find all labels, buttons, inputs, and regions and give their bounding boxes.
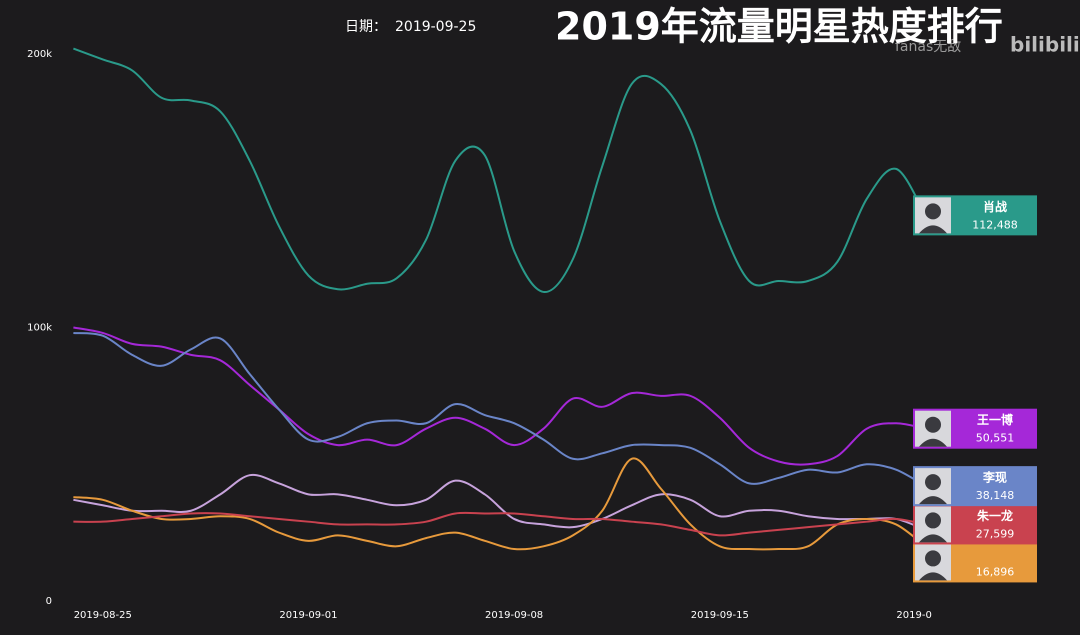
avatar-head [925, 512, 941, 529]
x-tick-label: 2019-09-01 [279, 610, 337, 621]
end-label: 朱一龙 27,599 [913, 504, 1037, 545]
current-value: 27,599 [976, 527, 1015, 540]
series-line [73, 331, 926, 488]
current-value: 38,148 [976, 489, 1015, 502]
series-line [73, 326, 926, 466]
avatar-head [925, 416, 941, 433]
avatar-body [919, 225, 947, 234]
avatar-head [925, 203, 941, 220]
series-line [73, 511, 926, 537]
end-label: 王一博 50,551 [913, 408, 1037, 449]
legend-name: 朱一龙 [977, 508, 1013, 523]
date: 2019-09-25 [395, 19, 476, 35]
avatar-head [925, 474, 941, 491]
x-tick-label: 2019-09-08 [485, 610, 543, 621]
avatar-body [919, 438, 947, 447]
avatar-body [919, 572, 947, 581]
series-line [73, 457, 927, 551]
date-label: 日期： [345, 19, 387, 35]
avatar-body [919, 534, 947, 543]
series-line [73, 47, 927, 293]
end-label: 李现 38,148 [913, 466, 1037, 507]
x-tick-label: 2019-09-15 [691, 610, 749, 621]
y-tick-label: 0 [46, 596, 52, 607]
legend-name: 肖战 [983, 199, 1007, 214]
end-label: 16,896 [913, 542, 1037, 583]
current-value: 112,488 [972, 218, 1018, 231]
chart-title: 2019年流量明星热度排行 [555, 5, 1003, 49]
legend-name: 李现 [982, 470, 1007, 485]
x-tick-label: 2019-09-22 [896, 610, 954, 621]
avatar-body [919, 496, 947, 505]
y-tick-label: 100k [27, 323, 52, 334]
x-axis: 2019-08-25 2019-09-01 2019-09-08 2019-09-15… [74, 610, 954, 621]
logo: bilibili [1010, 33, 1080, 57]
current-value: 50,551 [976, 432, 1015, 445]
current-value: 16,896 [976, 565, 1015, 578]
legend-name: 王一博 [977, 412, 1013, 427]
y-tick-label: 200k [27, 49, 52, 60]
watermark: fanas无敌 [895, 39, 961, 55]
end-label: 肖战 112,488 [913, 195, 1037, 236]
avatar-head [925, 550, 941, 567]
x-tick-label: 2019-08-25 [74, 610, 132, 621]
series-line [73, 473, 926, 531]
